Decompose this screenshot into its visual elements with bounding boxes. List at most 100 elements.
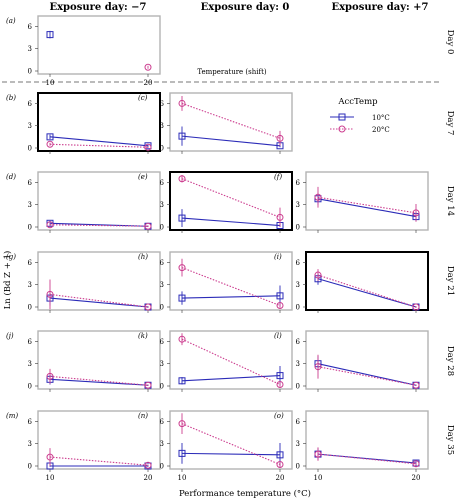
data-point-circle [276, 381, 284, 389]
data-point-circle [276, 134, 284, 142]
column-header-day-minus-7: Exposure day: −7 [49, 2, 146, 13]
x-tick-label: 20 [412, 474, 421, 482]
panel-frame [305, 251, 429, 311]
series-line-10c [181, 295, 281, 299]
data-point-square [46, 31, 54, 39]
legend-marker-square-10c [338, 113, 346, 121]
series-line-20c [49, 456, 149, 466]
panel-label: (b) [6, 94, 16, 102]
legend-label-20c: 20°C [372, 126, 390, 134]
data-point-circle [144, 461, 152, 469]
series-line-20c [49, 375, 149, 386]
panel-frame [37, 251, 161, 311]
y-tick-label: 6 [160, 179, 165, 187]
y-tick-label: 0 [296, 304, 300, 312]
panel-frame [169, 251, 293, 311]
data-point-circle [314, 450, 322, 458]
y-tick-label: 6 [160, 259, 165, 267]
panel-label: (n) [138, 412, 148, 420]
y-tick-label: 0 [28, 68, 32, 76]
y-tick-label: 6 [28, 23, 33, 31]
panel-label: (d) [6, 173, 16, 181]
panel-m: (m) 0 3 6 10 20 [6, 410, 161, 482]
data-point-circle [144, 63, 152, 71]
panel-j: (j) 0 3 6 [6, 330, 161, 392]
series-line-20c [181, 267, 281, 307]
legend-label-10c: 10°C [372, 114, 390, 122]
data-point-circle [276, 461, 284, 469]
series-line-10c [49, 378, 149, 386]
y-tick-label: 0 [160, 145, 164, 153]
row-label-day-35: Day 35 [445, 425, 455, 455]
y-tick-label: 3 [28, 281, 32, 289]
panel-label: (o) [274, 412, 284, 420]
panel-label: (e) [138, 173, 148, 181]
data-point-square [276, 292, 284, 300]
data-point-circle [178, 420, 186, 428]
y-tick-label: 0 [296, 383, 300, 391]
y-tick-label: 6 [28, 338, 33, 346]
y-tick-label: 3 [28, 122, 32, 130]
data-point-circle [178, 264, 186, 272]
panel-label: (l) [274, 332, 282, 340]
x-tick-label: 20 [276, 474, 285, 482]
data-point-circle [412, 381, 420, 389]
y-tick-label: 6 [296, 338, 301, 346]
column-header-day-0: Exposure day: 0 [201, 2, 290, 13]
x-tick-label: 10 [178, 474, 187, 482]
panel-b: (b) 0 3 6 [6, 92, 161, 154]
series-line-20c [49, 224, 149, 227]
series-line-20c [317, 274, 417, 308]
panel-frame [169, 410, 293, 470]
y-tick-label: 6 [160, 100, 165, 108]
y-tick-label: 0 [28, 463, 32, 471]
row-label-day-0: Day 0 [445, 30, 455, 55]
y-tick-label: 6 [28, 418, 33, 426]
row-label-day-28: Day 28 [445, 346, 455, 376]
y-tick-label: 3 [296, 201, 300, 209]
panel-label: (a) [6, 17, 16, 25]
data-point-circle [178, 175, 186, 183]
series-line-10c [181, 375, 281, 382]
y-tick-label: 3 [160, 360, 164, 368]
panel-k: (k) 0 3 6 [138, 330, 293, 392]
data-point-circle [276, 302, 284, 310]
y-tick-label: 3 [296, 360, 300, 368]
panel-l: (l) 0 3 6 [274, 330, 429, 392]
column-header-day-plus-7: Exposure day: +7 [331, 2, 428, 13]
data-point-circle [412, 303, 420, 311]
series-line-20c [181, 178, 281, 218]
panel-label: (c) [138, 94, 148, 102]
row-label-day-7: Day 7 [445, 111, 455, 136]
panel-frame [37, 92, 161, 152]
y-tick-label: 6 [160, 418, 165, 426]
y-tick-label: 6 [28, 259, 33, 267]
panel-label: (k) [138, 332, 148, 340]
panel-a: (a) 0 3 6 10 20 [6, 15, 161, 87]
panel-frame [169, 330, 293, 390]
data-point-circle [178, 99, 186, 107]
series-line-10c [317, 278, 417, 308]
panel-frame [37, 410, 161, 470]
data-point-circle [412, 460, 420, 468]
data-point-circle [144, 381, 152, 389]
panel-e: (e) 0 3 6 [138, 171, 293, 233]
panel-frame [305, 410, 429, 470]
y-tick-label: 0 [296, 224, 300, 232]
x-tick-label: 20 [144, 79, 153, 87]
y-tick-label: 3 [28, 360, 32, 368]
panel-label: (f) [274, 173, 282, 181]
y-tick-label: 3 [160, 440, 164, 448]
y-tick-label: 3 [160, 122, 164, 130]
y-tick-label: 3 [296, 281, 300, 289]
series-line-20c [181, 423, 281, 466]
x-tick-label: 10 [314, 474, 323, 482]
row-label-day-21: Day 21 [445, 266, 455, 296]
y-tick-label: 6 [296, 259, 301, 267]
panel-f: (f) 0 3 6 [274, 171, 429, 233]
series-line-20c [317, 453, 417, 465]
data-point-circle [276, 213, 284, 221]
series-line-10c [181, 452, 281, 456]
panel-label: (h) [138, 253, 148, 261]
